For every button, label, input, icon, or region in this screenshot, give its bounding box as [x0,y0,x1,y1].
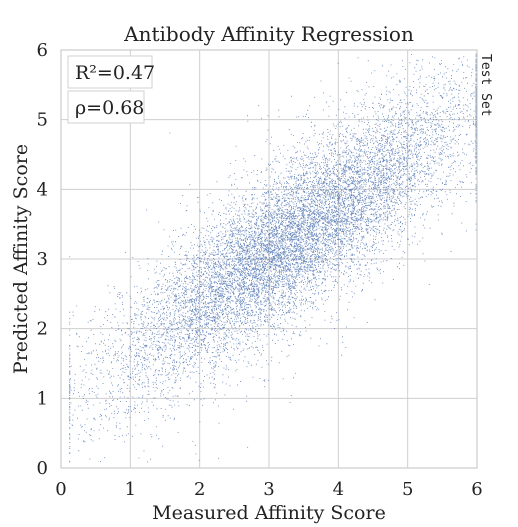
y-tick-label: 5 [37,110,48,131]
r-squared-box: R²=0.47 [67,55,155,89]
scatter-series-points [69,53,477,463]
x-tick-label: 3 [263,479,274,500]
plot-frame [60,49,478,469]
side-label: Test Set [478,54,493,117]
spearman-text: ρ=0.68 [75,97,144,119]
scatter-points [69,53,477,463]
x-tick-labels: 0 1 2 3 4 5 6 [55,479,482,500]
x-axis-label: Measured Affinity Score [152,502,386,524]
r-squared-box-bg [67,55,153,89]
x-tick-label: 6 [471,479,482,500]
spearman-box: ρ=0.68 [67,90,145,124]
chart-title: Antibody Affinity Regression [123,22,414,46]
x-tick-label: 4 [333,479,344,500]
x-tick-label: 2 [194,479,205,500]
x-tick-label: 1 [125,479,136,500]
y-tick-labels: 0 1 2 3 4 5 6 [37,40,48,479]
y-axis-label: Predicted Affinity Score [10,144,32,374]
y-tick-label: 6 [37,40,48,61]
y-tick-label: 4 [37,179,48,200]
y-tick-label: 1 [37,388,48,409]
x-tick-label: 0 [55,479,66,500]
r-squared-text: R²=0.47 [75,62,155,84]
x-tick-label: 5 [402,479,413,500]
y-tick-label: 2 [37,319,48,340]
spearman-box-bg [67,90,145,124]
y-tick-label: 3 [37,249,48,270]
y-tick-label: 0 [37,458,48,479]
